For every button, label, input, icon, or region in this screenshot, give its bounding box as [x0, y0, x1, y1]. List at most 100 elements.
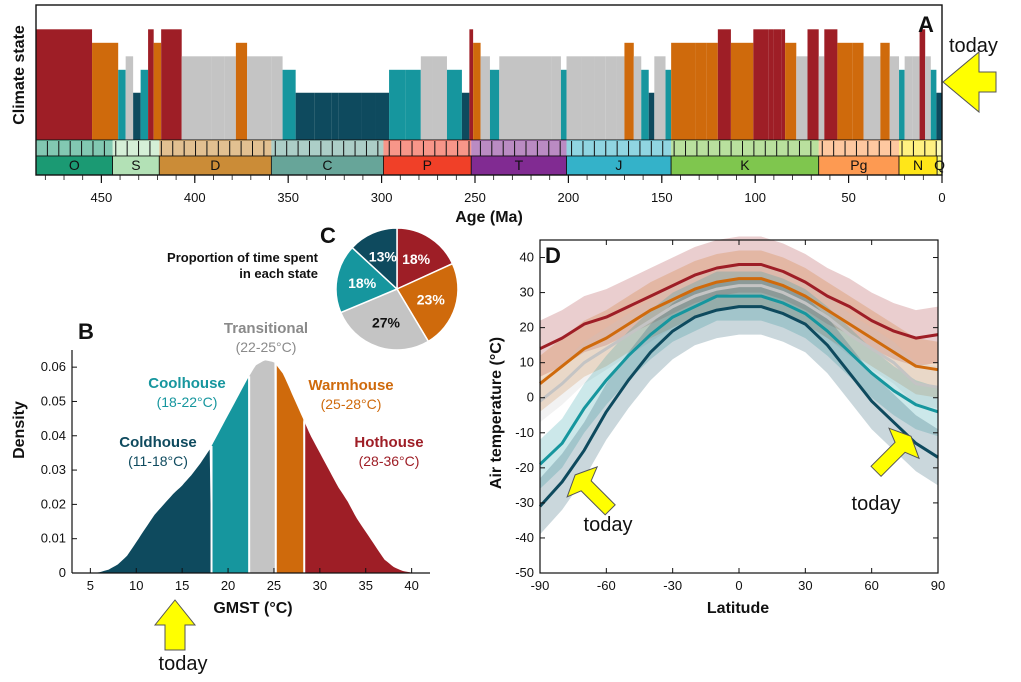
density-tick-label: 0.01 [41, 531, 66, 546]
panel-a-today-arrow [942, 50, 997, 114]
age-tick-label: 150 [651, 190, 673, 205]
climate-bar-hothouse [36, 29, 93, 140]
density-tick-label: 0.06 [41, 359, 66, 374]
state-name-hothouse: Hothouse [354, 434, 423, 451]
density-tick-label: 0.03 [41, 462, 66, 477]
climate-bar-warmhouse [671, 42, 696, 140]
climate-bar-coldhouse [331, 92, 339, 140]
panel-b-ylabel: Density [11, 401, 28, 459]
panel-d-ylabel: Air temperature (°C) [488, 337, 505, 489]
density-region-coolhouse [211, 377, 250, 573]
pie-slice-coolhouse [335, 246, 399, 314]
panel-b-axes: 0 0.01 0.02 0.03 0.04 0.05 0.06 5 10 15 20 25 30 35 40 [41, 350, 430, 593]
panel-d-letter: D [545, 243, 561, 268]
age-tick-label: 400 [184, 190, 206, 205]
period-label-K: K [740, 157, 750, 173]
climate-bar-transitional [605, 56, 617, 140]
climate-bar-coldhouse [375, 92, 390, 140]
gmst-tick-label: 20 [221, 578, 235, 593]
age-tick-label: 300 [371, 190, 393, 205]
climate-bar-transitional [594, 56, 606, 140]
climate-bar-transitional [616, 56, 625, 140]
density-tick-label: 0.05 [41, 393, 66, 408]
pie-slice-transitional [339, 288, 430, 351]
stage-block-Pg [818, 140, 900, 156]
climate-bar-transitional [420, 56, 433, 140]
panel-d-lines [538, 263, 939, 508]
gmst-tick-label: 30 [313, 578, 327, 593]
gmst-tick-label: 40 [404, 578, 418, 593]
state-name-coolhouse: Coolhouse [148, 375, 226, 392]
climate-bar-coolhouse [489, 69, 500, 140]
climate-bar-coolhouse [899, 69, 905, 140]
climate-bar-warmhouse [235, 42, 248, 140]
panel-b-density [90, 360, 421, 573]
state-range-warmhouse: (25-28°C) [321, 396, 382, 412]
temp-tick-label: 30 [520, 285, 534, 300]
panel-d-annotations: today today [566, 427, 920, 536]
climate-bar-transitional [211, 56, 225, 140]
state-name-transitional: Transitional [224, 320, 308, 337]
climate-bar-warmhouse [92, 42, 119, 140]
pie-label-coolhouse: 18% [348, 275, 377, 291]
climate-bar-hothouse [807, 29, 819, 140]
density-tick-label: 0 [59, 565, 66, 580]
climate-bar-transitional [551, 56, 561, 140]
climate-bar-transitional [889, 56, 900, 140]
panel-a: Climate state O S D C P T J K Pg N Q 450 400 350 300 2… [11, 4, 998, 226]
climate-bar-coolhouse [118, 69, 126, 140]
climate-bar-transitional [271, 56, 283, 140]
climate-bar-hothouse [148, 29, 154, 140]
climate-bar-hothouse [753, 29, 769, 140]
climate-bar-hothouse [717, 29, 731, 140]
panel-a-xlabel: Age (Ma) [455, 209, 523, 226]
panel-d-xlabel: Latitude [707, 600, 769, 617]
climate-bar-warmhouse [837, 42, 843, 140]
panel-a-periods: O S D C P T J K Pg N Q [35, 139, 945, 176]
period-label-P: P [423, 157, 432, 173]
pie-label-hothouse: 18% [402, 251, 431, 267]
lat-tick-label: -60 [597, 578, 616, 593]
pie-title-line1: Proportion of time spent [167, 250, 319, 265]
temp-tick-label: 0 [527, 390, 534, 405]
panel-a-frame [35, 4, 943, 176]
climate-bar-coolhouse [560, 69, 567, 140]
climate-bar-coldhouse [936, 92, 942, 140]
state-name-coldhouse: Coldhouse [119, 434, 197, 451]
pie-label-warmhouse: 23% [417, 292, 446, 308]
panel-c: C Proportion of time spent in each state… [167, 223, 459, 351]
climate-bar-coolhouse [930, 69, 937, 140]
age-tick-label: 450 [91, 190, 113, 205]
climate-bar-warmhouse [153, 42, 162, 140]
climate-bar-coldhouse [295, 92, 315, 140]
climate-bar-transitional [125, 56, 134, 140]
climate-bar-transitional [654, 56, 666, 140]
climate-bar-warmhouse [880, 42, 890, 140]
state-range-hothouse: (28-36°C) [359, 453, 420, 469]
climate-bar-hothouse [768, 29, 774, 140]
density-region-transitional [249, 360, 276, 573]
period-label-J: J [615, 157, 622, 173]
climate-bar-hothouse [773, 29, 782, 140]
climate-bar-warmhouse [695, 42, 707, 140]
panel-d: -50 -40 -30 -20 -10 0 10 20 30 40 -90 -60 -30 0 30 60 90… [488, 236, 945, 617]
state-range-transitional: (22-25°C) [236, 339, 297, 355]
temp-tick-label: -20 [515, 460, 534, 475]
pie-title-line2: in each state [239, 266, 318, 281]
climate-bar-transitional [925, 56, 931, 140]
panel-a-today-label: today [949, 35, 998, 57]
gmst-tick-label: 5 [87, 578, 94, 593]
climate-bar-transitional [247, 56, 272, 140]
lat-tick-label: 90 [931, 578, 945, 593]
climate-bar-hothouse [161, 29, 182, 140]
stage-block-D [159, 140, 272, 156]
climate-bar-coolhouse [140, 69, 149, 140]
lat-tick-label: 30 [798, 578, 812, 593]
density-region-warmhouse [275, 364, 305, 573]
stage-block-N [899, 140, 938, 156]
gmst-tick-label: 15 [175, 578, 189, 593]
climate-bar-transitional [224, 56, 236, 140]
panel-d-today-label-left: today [584, 514, 633, 536]
age-tick-label: 350 [277, 190, 299, 205]
